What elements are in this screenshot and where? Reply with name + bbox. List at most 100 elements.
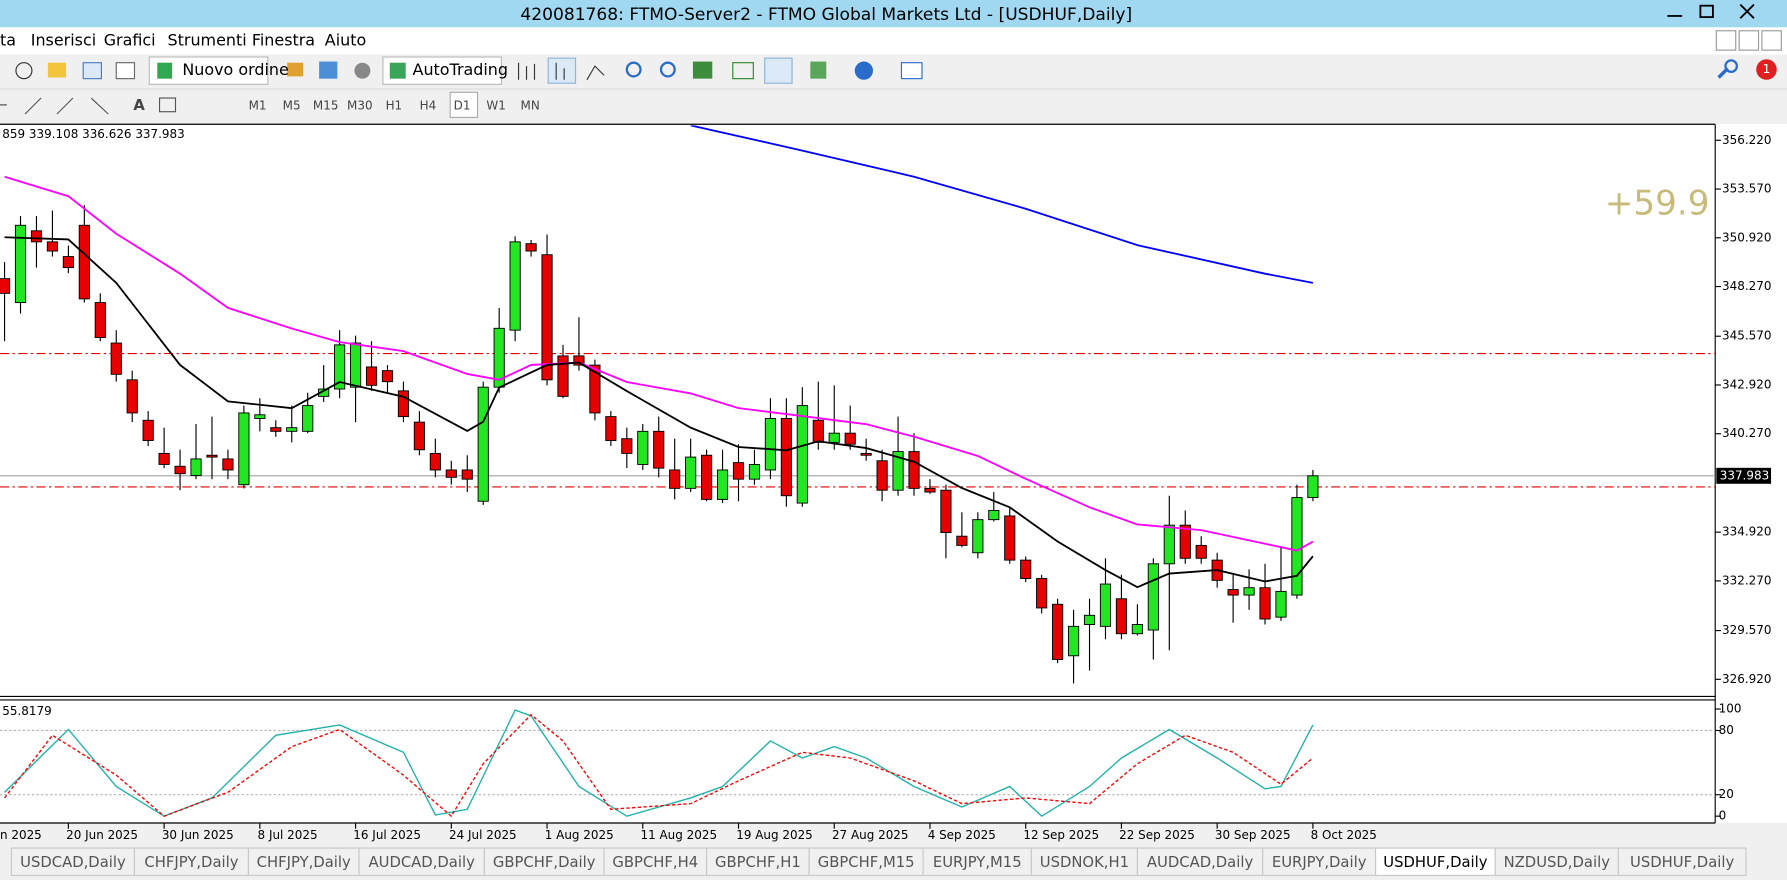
candle-body (0, 278, 11, 294)
tab-label[interactable]: CHFJPY,Daily (257, 854, 351, 871)
tab[interactable] (483, 847, 605, 877)
tab-label[interactable]: USDHUF,Daily (1383, 854, 1487, 871)
tab[interactable] (10, 847, 136, 877)
tab[interactable] (706, 847, 810, 877)
tab-label[interactable]: GBPCHF,M15 (818, 854, 915, 871)
tab[interactable] (247, 847, 360, 877)
candle-body (413, 421, 425, 451)
tab-label[interactable]: AUDCAD,Daily (1147, 854, 1254, 871)
tab-label[interactable]: GBPCHF,H1 (715, 854, 801, 871)
candle-body (669, 469, 681, 489)
new-order-button[interactable]: Nuovo ordine (182, 60, 288, 79)
profit-annotation: +59.9 (1605, 184, 1710, 224)
candle-body (541, 254, 553, 381)
indicator-value: 55.8179 (2, 704, 51, 718)
candle-body (956, 535, 968, 546)
tab-label[interactable]: AUDCAD,Daily (369, 854, 476, 871)
tab-label[interactable]: GBPCHF,Daily (493, 854, 596, 871)
last-price-tag (1716, 467, 1772, 484)
axes: 356.220 353.570 350.920 348.270 345.570 342.9… (66, 133, 1771, 842)
autotrading-button[interactable]: AutoTrading (413, 60, 508, 79)
x-tick-label: 8 Oct 2025 (1311, 828, 1377, 842)
timeframe-button[interactable]: M5 (283, 99, 301, 113)
timeframe-button[interactable]: M30 (347, 99, 373, 113)
y-tick-label: 334.920 (1722, 525, 1771, 539)
toolbar-icons[interactable] (0, 56, 1777, 118)
candle-body (748, 463, 761, 480)
tab-label[interactable]: USDCAD,Daily (20, 854, 126, 871)
candle-body (1243, 587, 1255, 596)
y-tick-label: 345.570 (1722, 329, 1771, 343)
candle-body (1115, 598, 1128, 635)
notification-count[interactable]: 1 (1763, 61, 1771, 76)
tab[interactable] (603, 847, 708, 877)
tab[interactable] (1617, 847, 1747, 877)
timeframe-button[interactable]: MN (521, 99, 540, 113)
tab[interactable] (1136, 847, 1264, 877)
tab-label[interactable]: USDHUF,Daily (1630, 854, 1734, 871)
candle-body (158, 452, 170, 465)
candle-body (716, 469, 729, 500)
candle-body (334, 344, 346, 390)
candle-body (1179, 524, 1191, 559)
tab-label[interactable]: USDNOK,H1 (1040, 854, 1129, 871)
candle-body (1131, 624, 1143, 635)
indicator-line (4, 175, 1314, 552)
candle-body (876, 460, 888, 491)
y-tick-label: 348.270 (1722, 279, 1771, 293)
candle-body (924, 487, 936, 493)
tab-label[interactable]: GBPCHF,H4 (612, 854, 698, 871)
mdi-controls[interactable] (1715, 30, 1782, 51)
y-tick-label: 350.920 (1722, 230, 1771, 244)
tab[interactable] (1262, 847, 1377, 877)
y-tick-label: 342.920 (1722, 377, 1771, 391)
tab[interactable] (922, 847, 1032, 877)
menu-item[interactable]: Strumenti (168, 31, 247, 50)
candle-body (605, 416, 617, 441)
tab[interactable] (358, 847, 485, 877)
tab[interactable] (1030, 847, 1138, 877)
menu-item[interactable]: Grafici (104, 31, 156, 50)
x-tick-label: 20 Jun 2025 (66, 828, 138, 842)
x-tick-label: 30 Sep 2025 (1215, 828, 1291, 842)
candle-body (78, 224, 90, 300)
menu-item[interactable]: ta (0, 31, 16, 50)
candle-body (174, 465, 186, 475)
x-tick-label: 4 Sep 2025 (928, 828, 996, 842)
candle-body (1004, 515, 1016, 561)
indicator-line (690, 125, 1314, 284)
tab-label[interactable]: CHFJPY,Daily (144, 854, 238, 871)
timeframe-button[interactable]: W1 (486, 99, 505, 113)
candle-body (381, 370, 394, 383)
tab-label[interactable]: EURJPY,M15 (933, 854, 1022, 871)
active-tab[interactable] (1375, 847, 1496, 877)
candle-body (302, 405, 314, 432)
tab-label[interactable]: NZDUSD,Daily (1504, 854, 1611, 871)
candle-body (238, 412, 250, 486)
menu-item[interactable]: Finestra (252, 31, 315, 50)
x-tick-label: 16 Jul 2025 (353, 828, 421, 842)
candle-body (509, 241, 521, 331)
timeframe-button[interactable]: H4 (420, 99, 437, 113)
candle-body (764, 418, 777, 471)
candle-body (589, 364, 601, 414)
menu-item[interactable]: Aiuto (325, 31, 366, 50)
window-controls[interactable] (1667, 3, 1755, 19)
candle-body (46, 241, 59, 252)
menu-item[interactable]: Inserisci (31, 31, 96, 50)
candle-body (573, 355, 585, 366)
timeframe-button[interactable]: M15 (313, 99, 339, 113)
timeframe-button[interactable]: M1 (249, 99, 267, 113)
candle-body (349, 342, 362, 388)
candle-body (780, 418, 792, 497)
tab-label[interactable]: EURJPY,Daily (1272, 854, 1367, 871)
indicator-line (4, 713, 1314, 818)
timeframe-button[interactable]: H1 (386, 99, 403, 113)
text-tool[interactable]: A (133, 97, 145, 114)
candle-body (286, 427, 298, 432)
menu: ta Inserisci Grafici Strumenti Finestra Aiuto (0, 31, 366, 50)
candle-body (1307, 475, 1319, 499)
timeframe-button[interactable]: D1 (454, 99, 471, 113)
x-tick-label: 24 Jul 2025 (449, 828, 517, 842)
